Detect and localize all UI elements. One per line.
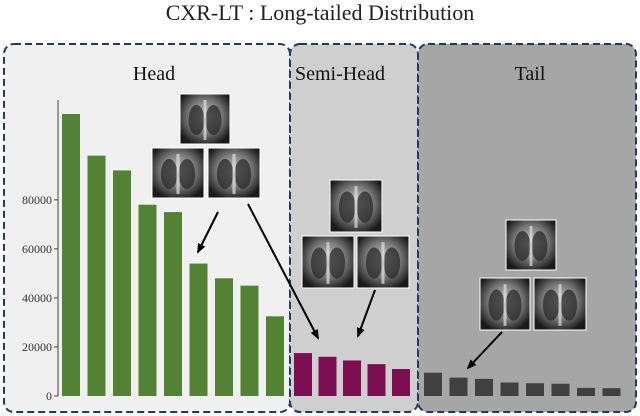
bar-semi-head-4 xyxy=(367,364,386,396)
y-tick-label: 0 xyxy=(46,389,52,403)
bar-head-3 xyxy=(113,170,131,396)
bars-layer xyxy=(62,114,621,396)
chest-xray-frontal-icon xyxy=(301,235,355,289)
y-tick-label: 60000 xyxy=(22,242,52,256)
bar-tail-6 xyxy=(551,383,570,396)
chest-xray-lateral-icon xyxy=(151,147,205,199)
y-axis-ticks: 0 20000 40000 60000 80000 xyxy=(22,193,58,403)
chest-xray-frontal-icon xyxy=(207,147,261,199)
bar-head-5 xyxy=(164,212,182,396)
bar-tail-5 xyxy=(526,383,544,396)
bar-head-2 xyxy=(87,155,106,396)
bar-head-7 xyxy=(215,278,233,396)
region-label-tail: Tail xyxy=(515,63,546,85)
y-tick-label: 40000 xyxy=(22,291,52,305)
chest-xray-lateral-icon xyxy=(329,179,383,233)
chest-xray-frontal-icon xyxy=(179,93,231,145)
bar-head-8 xyxy=(240,285,259,396)
bar-head-6 xyxy=(189,263,208,396)
bar-semi-head-2 xyxy=(318,356,337,396)
bar-head-4 xyxy=(138,204,157,396)
region-label-semi-head: Semi-Head xyxy=(295,63,385,85)
bar-semi-head-5 xyxy=(392,369,410,396)
chest-xray-frontal-icon xyxy=(505,219,557,271)
chest-xray-frontal-icon xyxy=(356,235,410,289)
bar-tail-8 xyxy=(602,388,621,396)
bar-tail-7 xyxy=(577,387,595,396)
figure-title: CXR-LT : Long-tailed Distribution xyxy=(166,0,475,25)
bar-semi-head-3 xyxy=(343,360,361,396)
bar-tail-4 xyxy=(500,382,519,396)
bar-tail-2 xyxy=(449,377,468,396)
bar-head-1 xyxy=(62,114,80,396)
region-label-head: Head xyxy=(133,63,175,85)
arrow-tail-samples xyxy=(466,331,503,370)
y-tick-label: 20000 xyxy=(22,340,52,354)
xray-thumbnails xyxy=(151,93,587,331)
arrow-semi-head-samples xyxy=(357,289,376,338)
arrow-head-samples xyxy=(197,211,219,254)
bar-tail-3 xyxy=(475,378,493,396)
bar-tail-1 xyxy=(424,372,442,396)
chest-xray-frontal-icon xyxy=(533,277,587,331)
y-tick-label: 80000 xyxy=(22,193,52,207)
bar-semi-head-1 xyxy=(294,353,312,396)
chest-xray-frontal-icon xyxy=(479,277,531,331)
bar-head-9 xyxy=(266,316,284,396)
arrow-to-semi-head-bars xyxy=(247,203,319,340)
